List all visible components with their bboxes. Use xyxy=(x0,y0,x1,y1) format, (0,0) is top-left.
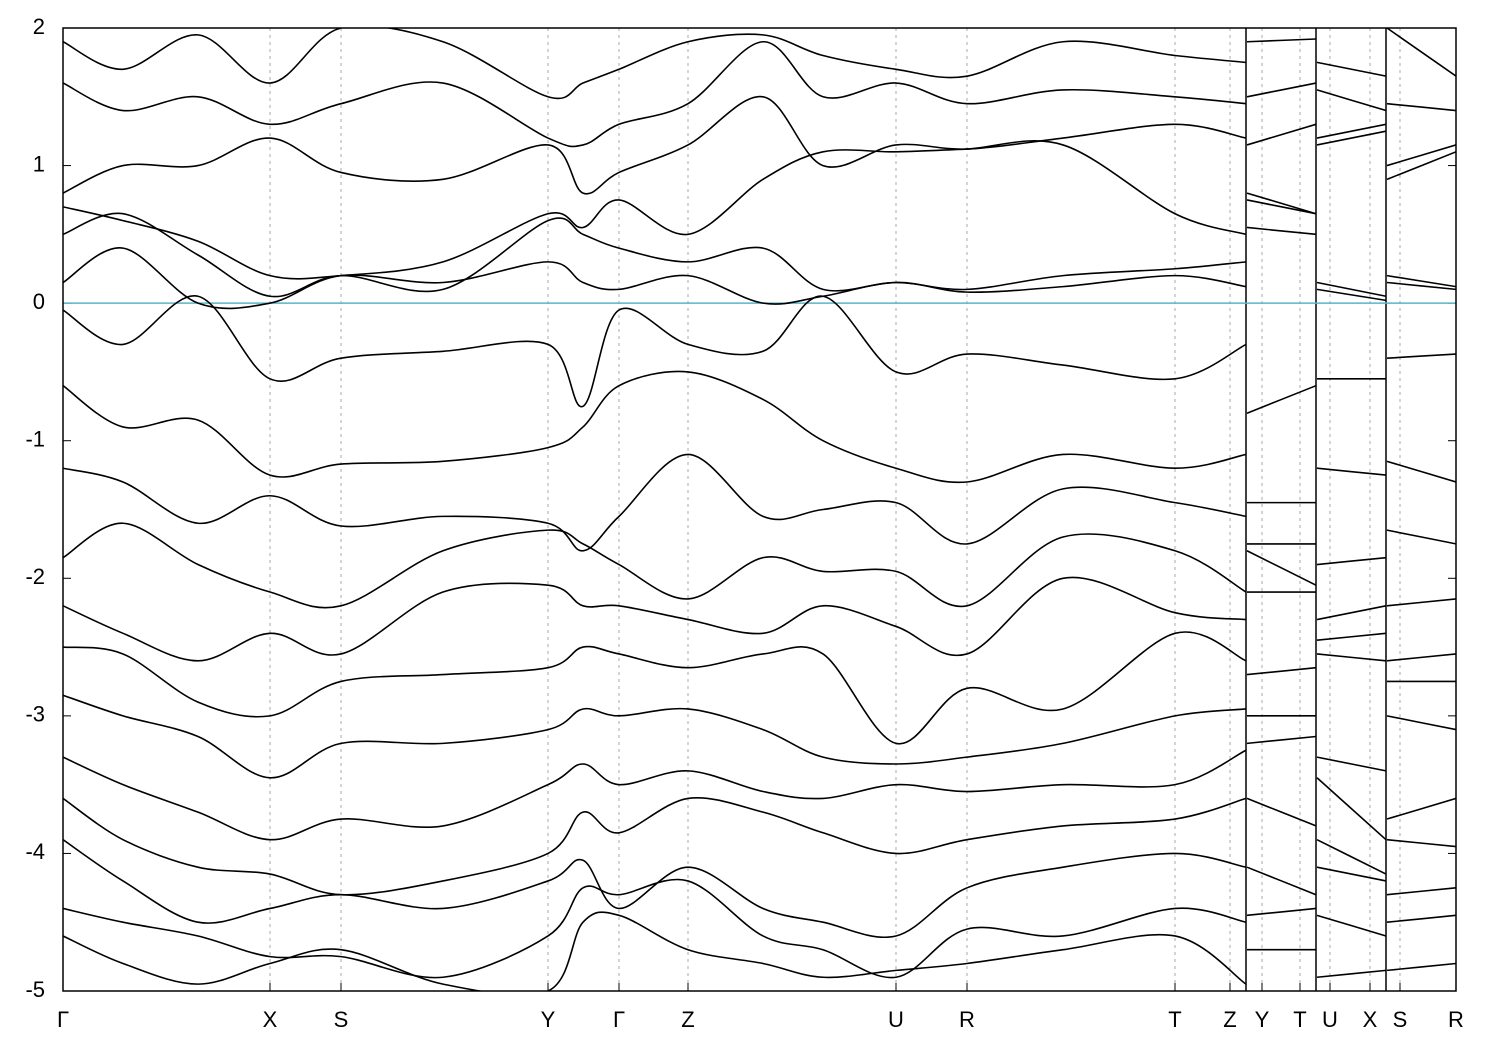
x-tick-label: R xyxy=(959,1007,975,1032)
band-line xyxy=(63,226,1456,310)
x-tick-label: T xyxy=(1168,1007,1181,1032)
y-tick-label: 1 xyxy=(33,151,45,176)
x-tick-label: Z xyxy=(1223,1007,1236,1032)
band-line xyxy=(63,735,1456,841)
y-tick-label: -1 xyxy=(25,427,45,452)
y-tick-label: 2 xyxy=(33,14,45,39)
band-line xyxy=(63,28,1456,100)
x-tick-label: U xyxy=(1322,1007,1338,1032)
band-line xyxy=(63,522,1456,621)
x-tick-label: Γ xyxy=(57,1007,69,1032)
band-line xyxy=(63,370,1456,504)
band-line xyxy=(63,40,1456,148)
band-line xyxy=(63,911,1456,991)
band-line xyxy=(63,694,1456,779)
x-tick-label: Y xyxy=(1255,1007,1270,1032)
x-tick-label: Γ xyxy=(613,1007,625,1032)
plot-frame xyxy=(62,27,1457,992)
band-line xyxy=(63,839,1456,938)
band-line xyxy=(63,576,1456,662)
x-tick-label: X xyxy=(1363,1007,1378,1032)
x-tick-label: Y xyxy=(541,1007,556,1032)
x-tick-label: S xyxy=(1393,1007,1408,1032)
y-tick-label: -2 xyxy=(25,564,45,589)
x-tick-label: Z xyxy=(681,1007,694,1032)
band-line xyxy=(63,796,1456,896)
band-line xyxy=(63,199,1456,298)
x-tick-label: R xyxy=(1448,1007,1464,1032)
x-tick-label: S xyxy=(334,1007,349,1032)
x-tick-label: T xyxy=(1293,1007,1306,1032)
x-tick-label: U xyxy=(888,1007,904,1032)
y-tick-label: -5 xyxy=(25,977,45,1002)
x-tick-label: X xyxy=(263,1007,278,1032)
bands xyxy=(63,28,1456,991)
band-line xyxy=(63,878,1456,979)
band-line xyxy=(63,123,1456,280)
band-line xyxy=(63,453,1456,566)
y-tick-label: 0 xyxy=(33,289,45,314)
y-tick-label: -4 xyxy=(25,839,45,864)
y-tick-label: -3 xyxy=(25,702,45,727)
band-line xyxy=(63,631,1456,745)
band-line xyxy=(63,95,1456,195)
band-line xyxy=(63,295,1456,414)
